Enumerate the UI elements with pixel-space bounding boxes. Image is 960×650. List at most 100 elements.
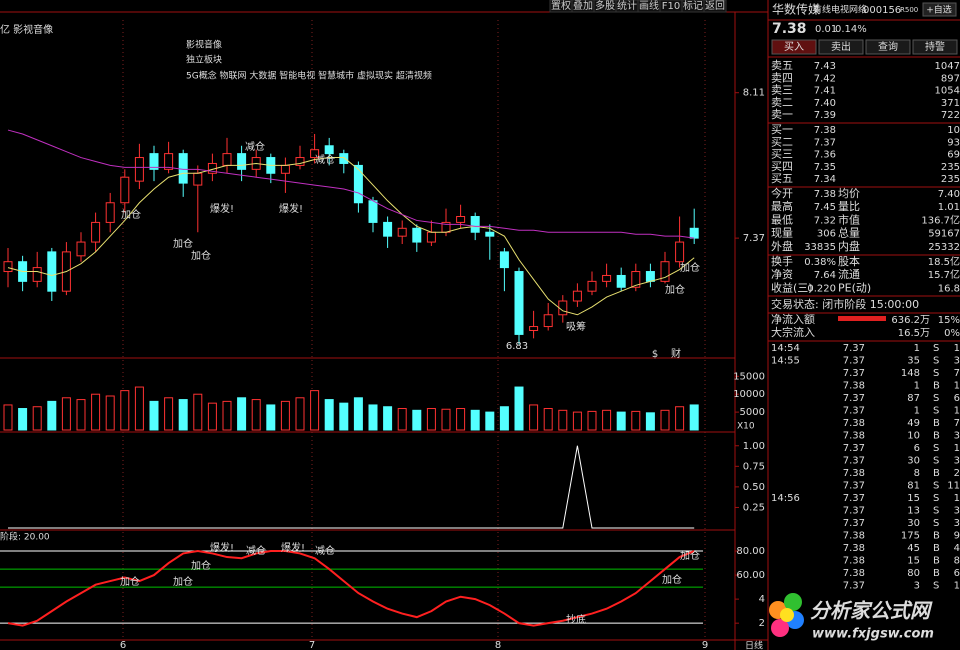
fav-button-bg[interactable] xyxy=(922,2,957,17)
tick-count: 11 xyxy=(947,481,960,492)
chart-annotation: 吸筹 xyxy=(566,320,586,333)
tick-price: 7.37 xyxy=(843,581,865,592)
osc-tick-label: 60.00 xyxy=(736,570,765,581)
chart-annotation: 独立板块 xyxy=(186,54,222,66)
volume-bar xyxy=(602,409,612,431)
action-button[interactable]: 买入 xyxy=(784,41,804,53)
tick-count: 3 xyxy=(954,456,960,467)
tick-count: 3 xyxy=(954,518,960,529)
book-price: 7.38 xyxy=(814,125,836,136)
action-button-bg[interactable] xyxy=(865,39,911,55)
volume-bar xyxy=(572,411,582,431)
osc-annotation: 爆发! xyxy=(281,541,305,554)
tick-volume: 49 xyxy=(907,418,920,429)
candle-body xyxy=(149,153,159,170)
tick-price: 7.38 xyxy=(843,381,865,392)
chart-annotation: 爆发! xyxy=(210,202,234,215)
action-button[interactable]: 持警 xyxy=(925,40,945,53)
volume-tick-label: 15000 xyxy=(733,371,765,382)
tick-volume: 30 xyxy=(907,456,920,467)
toolbar-button[interactable]: 多股 xyxy=(595,0,615,12)
tick-side: B xyxy=(933,568,940,579)
toolbar-button[interactable]: 统计 xyxy=(617,0,637,12)
osc-annotation: 减仓 xyxy=(315,544,335,557)
stat-value: 33835 xyxy=(804,242,836,253)
tick-price: 7.38 xyxy=(843,556,865,567)
volume-bar xyxy=(105,395,115,431)
toolbar-button[interactable]: F10 xyxy=(662,1,680,12)
action-button-bg[interactable] xyxy=(912,39,958,55)
toolbar-button[interactable]: 返回 xyxy=(705,0,725,12)
volume-bar xyxy=(645,412,655,431)
tick-count: 4 xyxy=(954,543,960,554)
candle-body xyxy=(499,251,509,269)
candle-body xyxy=(456,216,466,223)
volume-bar xyxy=(91,393,101,431)
tick-volume: 15 xyxy=(907,493,920,504)
stat-label: 总量 xyxy=(838,226,860,240)
candle-body xyxy=(222,153,232,166)
osc-annotation: 加仓 xyxy=(191,559,211,572)
book-volume: 722 xyxy=(941,110,960,121)
volume-bar xyxy=(485,411,495,431)
book-label: 卖三 xyxy=(771,84,793,97)
osc-tick-label: 4 xyxy=(759,594,765,605)
date-label: 9 xyxy=(702,640,708,650)
candle-body xyxy=(134,157,144,182)
book-label: 买四 xyxy=(771,160,793,173)
volume-bar xyxy=(675,406,685,431)
book-price: 7.43 xyxy=(814,61,836,72)
candle-body xyxy=(645,271,655,282)
candle-body xyxy=(660,261,670,282)
flow-label: 净流入额 xyxy=(771,312,815,326)
stat-label: 最高 xyxy=(771,199,793,213)
tick-price: 7.37 xyxy=(843,368,865,379)
stat-label: PE(动) xyxy=(838,281,871,294)
action-button-bg[interactable] xyxy=(771,39,817,55)
toolbar-button[interactable]: 叠加 xyxy=(573,0,593,12)
toolbar-button[interactable]: 画线 xyxy=(639,0,659,12)
toolbar-button[interactable]: 置权 xyxy=(551,0,571,12)
chart-annotation: 影视音像 xyxy=(186,39,222,51)
candle-body xyxy=(558,300,568,316)
candle-body xyxy=(485,231,495,237)
stat-label: 收益(三) xyxy=(771,280,813,294)
volume-bar xyxy=(543,408,553,431)
candle-body xyxy=(631,271,641,288)
tick-side: B xyxy=(933,531,940,542)
chart-annotation: 减仓 xyxy=(315,153,335,166)
date-label: 7 xyxy=(309,640,315,650)
candle-body xyxy=(353,164,363,204)
toolbar-button[interactable]: 标记 xyxy=(683,0,703,12)
candle-body xyxy=(178,153,188,184)
tick-price: 7.37 xyxy=(843,518,865,529)
volume-bar xyxy=(499,406,509,431)
tick-volume: 8 xyxy=(914,468,920,479)
toolbar-button-bg[interactable] xyxy=(703,0,727,13)
chart-annotation: 加仓 xyxy=(665,283,685,296)
tick-volume: 80 xyxy=(907,568,920,579)
fav-button[interactable]: +自选 xyxy=(926,4,952,16)
stat-value: 7.64 xyxy=(814,270,836,281)
flow-label: 大宗流入 xyxy=(771,325,815,339)
signal-tick-label: 0.75 xyxy=(743,461,765,472)
volume-bar xyxy=(295,397,305,431)
action-button-bg[interactable] xyxy=(818,39,864,55)
chart-header: 亿 影视音像 xyxy=(0,23,53,36)
candle-body xyxy=(310,149,320,159)
volume-bar xyxy=(149,400,159,431)
chart-annotation: 5G概念 物联网 大数据 智能电视 智慧城市 虚拟现实 超清视频 xyxy=(186,70,432,82)
tick-count: 6 xyxy=(954,568,960,579)
stat-value: 59167 xyxy=(928,229,960,240)
tick-price: 7.37 xyxy=(843,343,865,354)
volume-bar xyxy=(689,404,699,431)
book-label: 卖四 xyxy=(771,71,793,84)
period-label: 日线 xyxy=(745,640,763,650)
tick-side: B xyxy=(933,418,940,429)
tick-volume: 6 xyxy=(914,443,920,454)
candle-body xyxy=(514,271,524,335)
action-button[interactable]: 卖出 xyxy=(831,40,851,53)
tick-count: 1 xyxy=(954,443,960,454)
stat-label: 今开 xyxy=(771,186,793,200)
action-button[interactable]: 查询 xyxy=(878,40,898,53)
